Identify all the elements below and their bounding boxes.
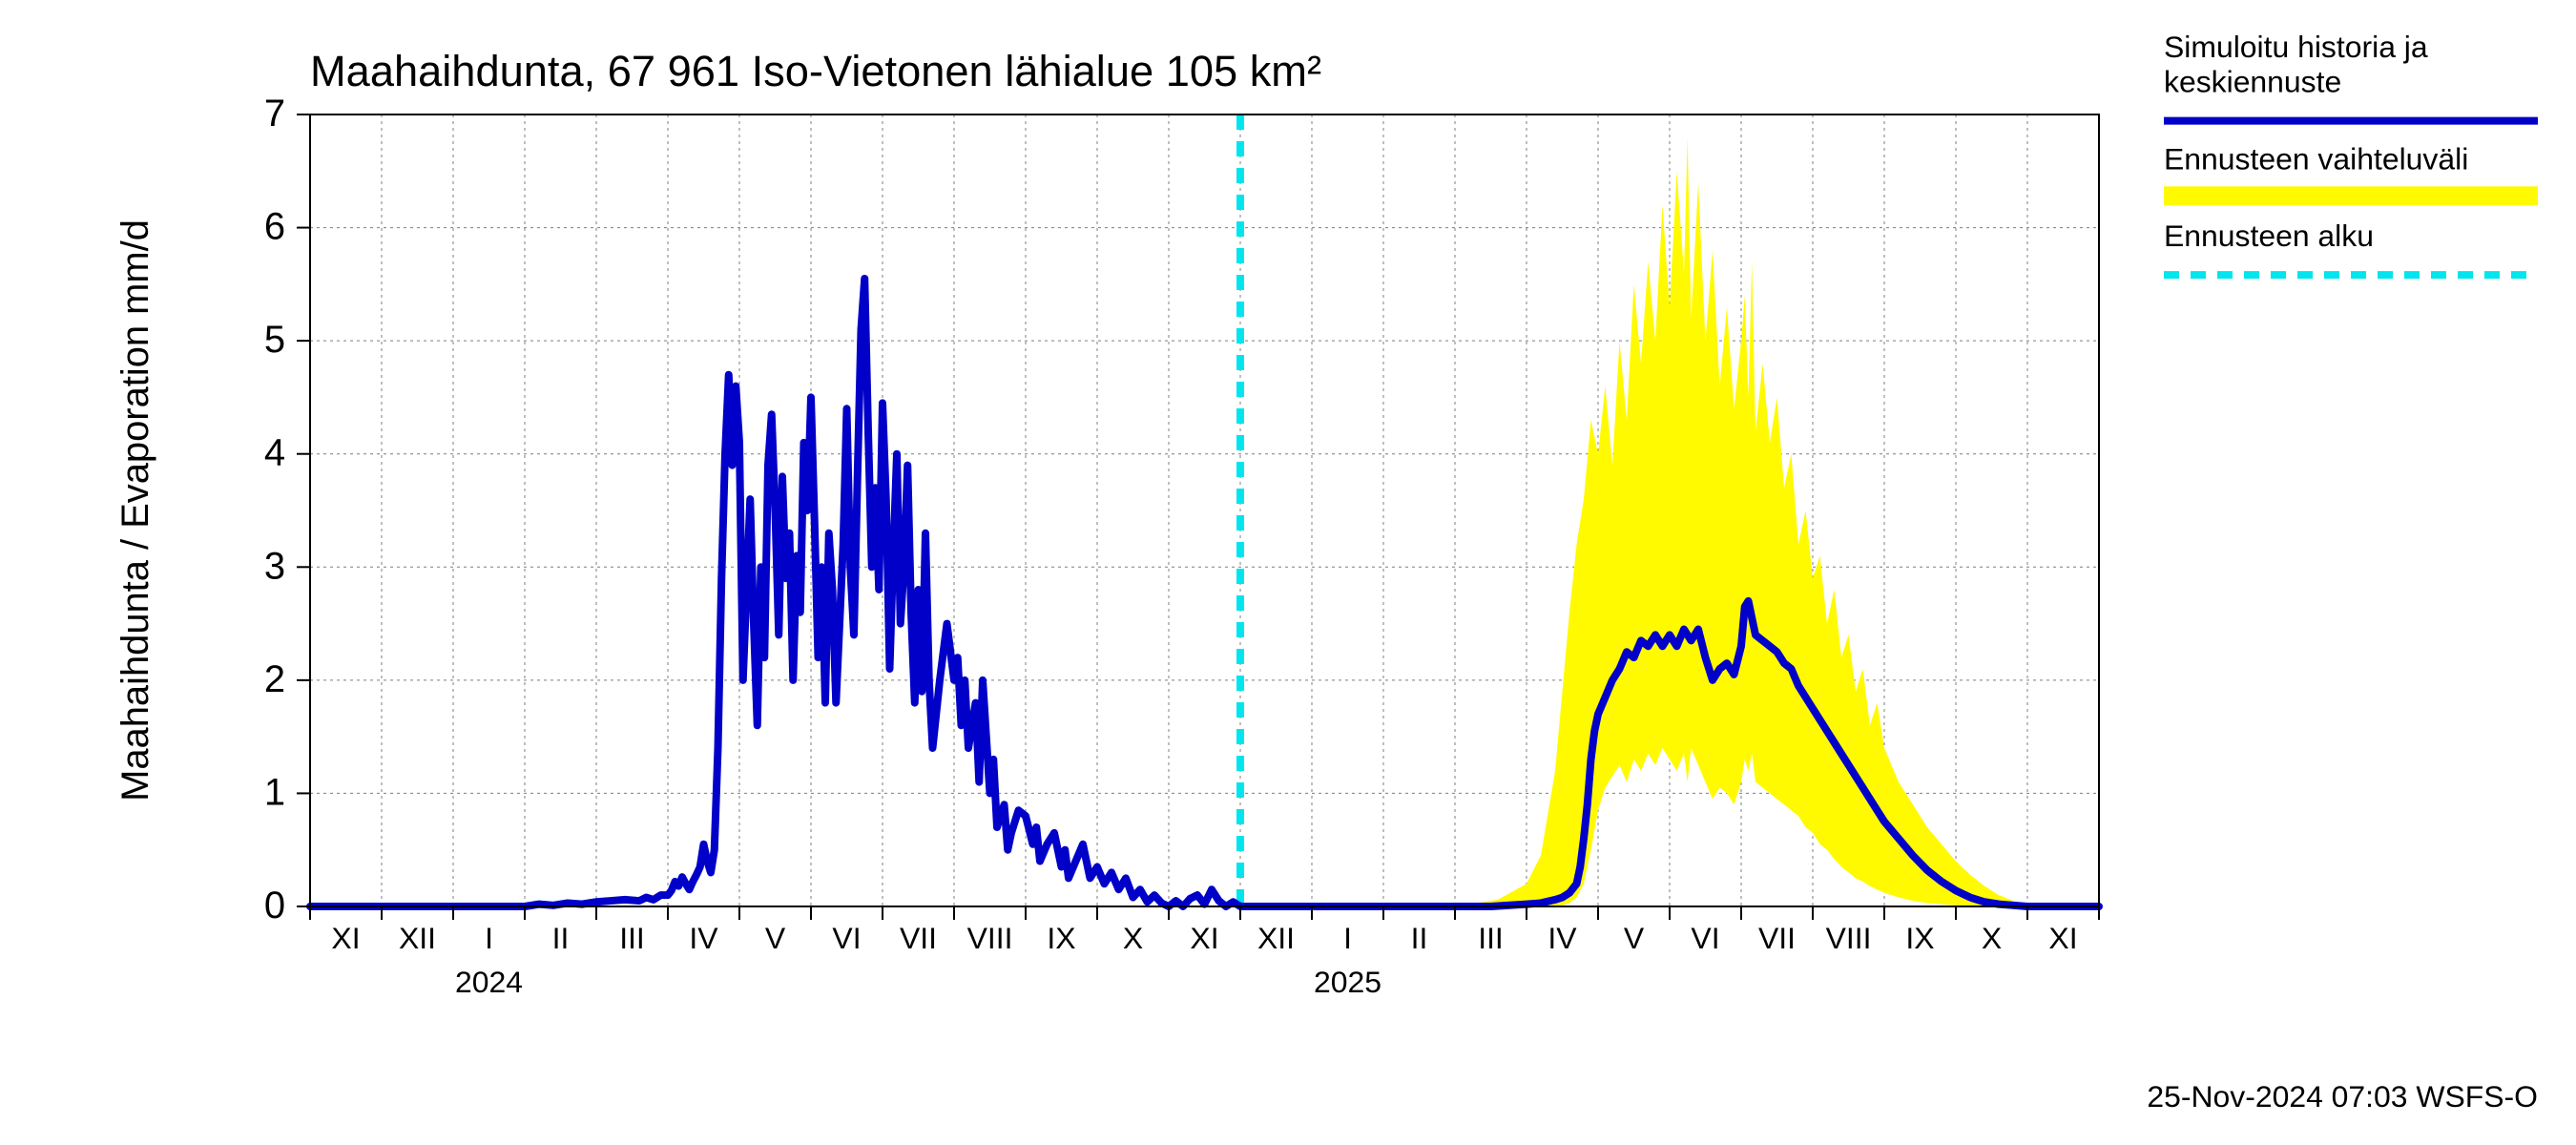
month-label: VIII <box>967 921 1013 955</box>
month-label: II <box>1411 921 1428 955</box>
month-label: VII <box>1758 921 1796 955</box>
month-label: VI <box>1691 921 1719 955</box>
month-label: XI <box>331 921 360 955</box>
legend-label: Simuloitu historia ja <box>2164 30 2428 64</box>
timestamp: 25-Nov-2024 07:03 WSFS-O <box>2147 1079 2538 1114</box>
ylabel: Maahaihdunta / Evaporation mm/d <box>114 219 156 802</box>
month-label: III <box>619 921 645 955</box>
month-label: I <box>485 921 493 955</box>
month-label: XII <box>1257 921 1295 955</box>
legend-swatch-rect <box>2164 186 2538 205</box>
chart-svg: 01234567XIXIIIIIIIIIVVVIVIIVIIIIXXXIXIII… <box>0 0 2576 1145</box>
ytick-label: 3 <box>264 545 285 587</box>
month-label: III <box>1478 921 1504 955</box>
month-label: X <box>1982 921 2002 955</box>
month-label: II <box>552 921 570 955</box>
month-label: IV <box>689 921 718 955</box>
evaporation-chart: 01234567XIXIIIIIIIIIVVVIVIIVIIIIXXXIXIII… <box>0 0 2576 1145</box>
month-label: IV <box>1548 921 1577 955</box>
ytick-label: 4 <box>264 432 285 474</box>
month-label: V <box>765 921 786 955</box>
month-label: X <box>1123 921 1143 955</box>
month-label: XII <box>399 921 436 955</box>
ytick-label: 5 <box>264 319 285 361</box>
month-label: XI <box>1190 921 1218 955</box>
ytick-label: 1 <box>264 771 285 813</box>
ytick-label: 6 <box>264 206 285 248</box>
month-label: VIII <box>1826 921 1872 955</box>
month-label: I <box>1343 921 1352 955</box>
month-label: IX <box>1047 921 1075 955</box>
legend-label: Ennusteen alku <box>2164 219 2374 253</box>
month-label: XI <box>2048 921 2077 955</box>
year-label: 2024 <box>455 965 523 999</box>
ytick-label: 0 <box>264 885 285 926</box>
year-label: 2025 <box>1314 965 1381 999</box>
month-label: V <box>1624 921 1645 955</box>
month-label: IX <box>1905 921 1934 955</box>
month-label: VII <box>900 921 937 955</box>
legend-label: Ennusteen vaihteluväli <box>2164 141 2468 176</box>
legend-label: keskiennuste <box>2164 65 2341 99</box>
ytick-label: 7 <box>264 93 285 135</box>
month-label: VI <box>832 921 861 955</box>
chart-title: Maahaihdunta, 67 961 Iso-Vietonen lähial… <box>310 47 1321 95</box>
ytick-label: 2 <box>264 658 285 700</box>
